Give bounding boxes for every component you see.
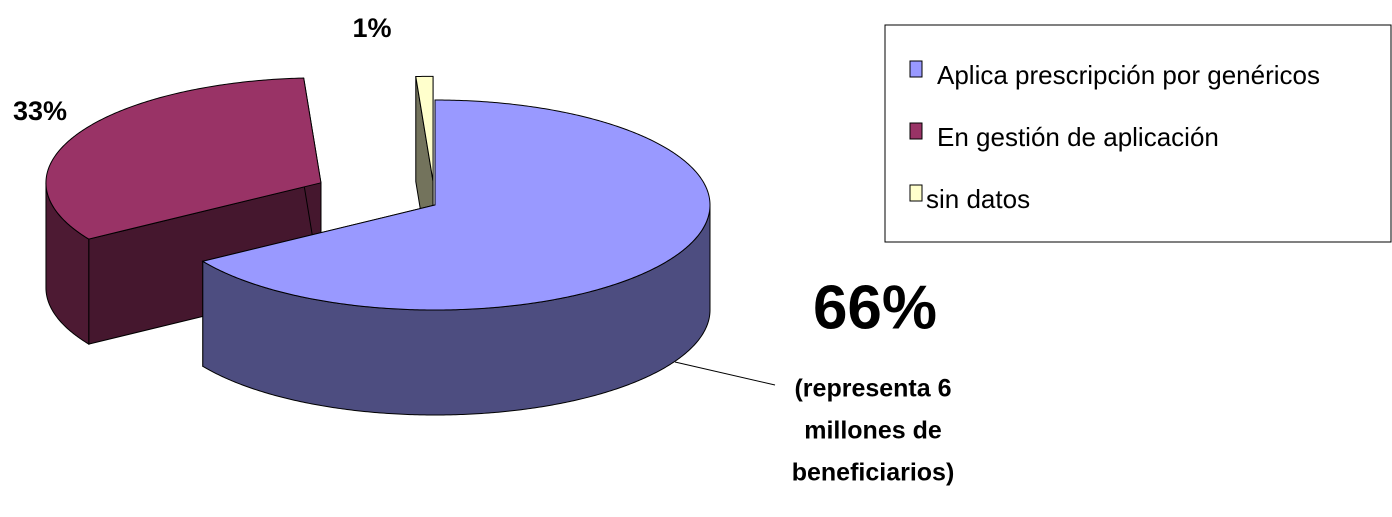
value-label: 1% bbox=[352, 13, 391, 43]
annotation: beneficiarios) bbox=[792, 459, 955, 487]
legend-box bbox=[884, 24, 1392, 243]
value-label: 66% bbox=[813, 273, 937, 342]
annotation: millones de bbox=[804, 417, 942, 445]
slice-top bbox=[201, 99, 711, 311]
legend-swatch bbox=[909, 184, 923, 202]
slice-top bbox=[415, 75, 434, 182]
pie-slice bbox=[201, 99, 711, 416]
annotation: (representa 6 bbox=[794, 375, 951, 403]
legend-label: sin datos bbox=[926, 184, 1030, 214]
legend-label: Aplica prescripción por genéricos bbox=[937, 60, 1320, 90]
slice-top bbox=[45, 77, 322, 240]
leader-line bbox=[674, 361, 776, 386]
legend-label: En gestión de aplicación bbox=[937, 122, 1219, 152]
value-label: 33% bbox=[13, 96, 67, 126]
legend-swatch bbox=[909, 122, 923, 140]
legend-swatch bbox=[909, 60, 923, 78]
